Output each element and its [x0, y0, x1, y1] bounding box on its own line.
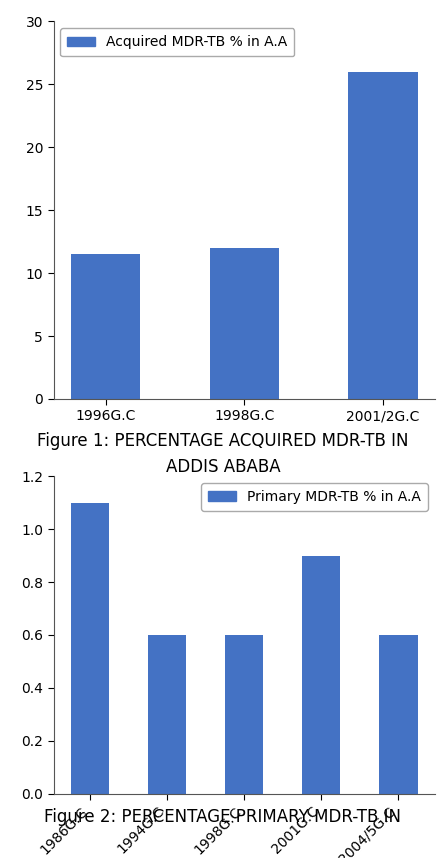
Legend: Primary MDR-TB % in A.A: Primary MDR-TB % in A.A — [201, 483, 428, 511]
Legend: Acquired MDR-TB % in A.A: Acquired MDR-TB % in A.A — [61, 28, 294, 57]
Bar — [302, 556, 340, 794]
Bar — [71, 503, 109, 794]
Bar — [148, 635, 186, 794]
Bar — [71, 254, 140, 399]
Bar — [210, 248, 279, 399]
Bar — [348, 72, 417, 399]
Text: ADDIS ABABA: ADDIS ABABA — [165, 458, 281, 476]
Text: Figure 2: PERCENTAGE PRIMARY MDR-TB IN: Figure 2: PERCENTAGE PRIMARY MDR-TB IN — [45, 808, 401, 826]
Bar — [379, 635, 417, 794]
Bar — [225, 635, 264, 794]
Text: Figure 1: PERCENTAGE ACQUIRED MDR-TB IN: Figure 1: PERCENTAGE ACQUIRED MDR-TB IN — [37, 432, 409, 450]
